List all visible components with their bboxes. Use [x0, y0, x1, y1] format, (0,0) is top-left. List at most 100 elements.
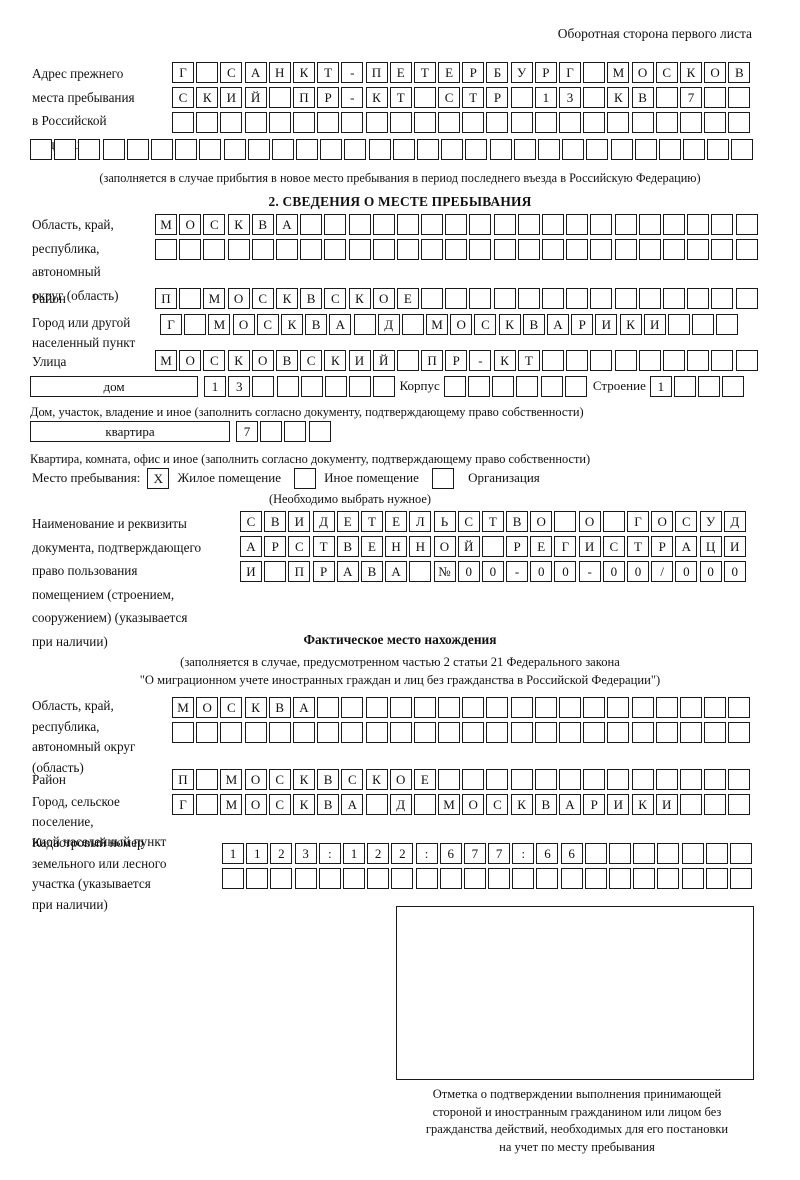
- previous-address-row-2-cell-11[interactable]: [413, 87, 436, 108]
- previous-address-row-4-cell-18[interactable]: [441, 139, 464, 160]
- previous-address-row-3-cell-8[interactable]: [341, 112, 364, 133]
- rayon-row-cell-3[interactable]: М: [203, 288, 226, 309]
- previous-address-row-2-cell-1[interactable]: С: [172, 87, 194, 108]
- previous-address-row-3-cell-10[interactable]: [389, 112, 412, 133]
- previous-address-row-1-cell-10[interactable]: Е: [389, 62, 412, 83]
- rayon-row-cell-12[interactable]: [421, 288, 444, 309]
- actual-oblast-row-1-cell-22[interactable]: [679, 697, 702, 718]
- actual-gorod-row-cell-14[interactable]: С: [486, 794, 509, 815]
- ulica-row-cell-1[interactable]: М: [155, 350, 177, 371]
- actual-gorod-row-cell-6[interactable]: К: [292, 794, 315, 815]
- gorod-row-cell-17[interactable]: А: [547, 314, 569, 335]
- document-row-1-cell-14[interactable]: [554, 511, 577, 532]
- dom-value-boxes-cell-3[interactable]: [252, 376, 275, 397]
- kadastr-row-1-cell-9[interactable]: :: [415, 843, 438, 864]
- document-row-3[interactable]: И П Р А В А № 0 0-0 0-0 0/0 0 0: [240, 561, 748, 582]
- actual-rayon-row-cell-24[interactable]: [728, 769, 751, 790]
- actual-rayon-row-cell-19[interactable]: [607, 769, 630, 790]
- previous-address-row-3-cell-1[interactable]: [172, 112, 194, 133]
- gorod-row-cell-21[interactable]: И: [643, 314, 666, 335]
- ulica-row-cell-22[interactable]: [662, 350, 685, 371]
- kadastr-row-2-cell-2[interactable]: [246, 868, 269, 889]
- previous-address-row-1-cell-4[interactable]: А: [244, 62, 267, 83]
- actual-oblast-row-1-cell-19[interactable]: [607, 697, 630, 718]
- kadastr-row-2-cell-9[interactable]: [415, 868, 438, 889]
- gorod-row-cell-5[interactable]: С: [256, 314, 279, 335]
- actual-rayon-row-cell-23[interactable]: [704, 769, 727, 790]
- actual-oblast-row-1-cell-14[interactable]: [486, 697, 509, 718]
- oblast-row-1-cell-19[interactable]: [590, 214, 613, 235]
- actual-oblast-row-2-cell-14[interactable]: [486, 722, 509, 743]
- ulica-row-cell-18[interactable]: [566, 350, 589, 371]
- oblast-row-1-cell-5[interactable]: В: [251, 214, 274, 235]
- dom-value-boxes-cell-8[interactable]: [373, 376, 396, 397]
- actual-rayon-row-cell-16[interactable]: [534, 769, 557, 790]
- previous-address-row-4-cell-13[interactable]: [320, 139, 343, 160]
- kadastr-row-1-cell-14[interactable]: 6: [536, 843, 559, 864]
- actual-oblast-row-1-cell-3[interactable]: С: [220, 697, 243, 718]
- actual-oblast-row-2-cell-4[interactable]: [244, 722, 267, 743]
- previous-address-row-1-cell-17[interactable]: Г: [559, 62, 581, 83]
- previous-address-row-2-cell-10[interactable]: Т: [389, 87, 412, 108]
- kadastr-row-2[interactable]: [222, 868, 754, 889]
- actual-oblast-row-1-cell-23[interactable]: [704, 697, 727, 718]
- previous-address-row-3-cell-5[interactable]: [268, 112, 291, 133]
- previous-address-row-4-cell-5[interactable]: [126, 139, 149, 160]
- rayon-row-cell-21[interactable]: [638, 288, 661, 309]
- actual-rayon-row-cell-17[interactable]: [559, 769, 581, 790]
- kvartira-value-boxes-cell-4[interactable]: [308, 421, 331, 442]
- rayon-row-cell-22[interactable]: [662, 288, 685, 309]
- document-row-3-cell-2[interactable]: [264, 561, 287, 582]
- previous-address-row-3-cell-15[interactable]: [510, 112, 533, 133]
- stroenie-value-boxes-cell-4[interactable]: [722, 376, 745, 397]
- gorod-row-cell-13[interactable]: О: [450, 314, 473, 335]
- document-row-1-cell-15[interactable]: О: [578, 511, 601, 532]
- oblast-row-2-cell-8[interactable]: [324, 239, 347, 260]
- ulica-row-cell-8[interactable]: К: [324, 350, 347, 371]
- kadastr-row-2-cell-5[interactable]: [318, 868, 341, 889]
- ulica-row-cell-19[interactable]: [590, 350, 613, 371]
- previous-address-row-1-cell-20[interactable]: О: [631, 62, 654, 83]
- previous-address-row-2-cell-17[interactable]: 3: [559, 87, 581, 108]
- oblast-row-2-cell-13[interactable]: [445, 239, 468, 260]
- document-row-1-cell-2[interactable]: В: [264, 511, 287, 532]
- actual-rayon-row-cell-1[interactable]: П: [172, 769, 194, 790]
- previous-address-row-4-cell-7[interactable]: [175, 139, 198, 160]
- rayon-row-cell-1[interactable]: П: [155, 288, 177, 309]
- rayon-row-cell-14[interactable]: [469, 288, 492, 309]
- document-row-3-cell-9[interactable]: №: [433, 561, 456, 582]
- previous-address-row-4-cell-2[interactable]: [54, 139, 77, 160]
- oblast-row-1-cell-8[interactable]: [324, 214, 347, 235]
- rayon-row-cell-11[interactable]: Е: [396, 288, 419, 309]
- previous-address-row-1-cell-21[interactable]: С: [655, 62, 678, 83]
- document-row-1-cell-7[interactable]: Е: [385, 511, 408, 532]
- previous-address-row-4-cell-8[interactable]: [199, 139, 222, 160]
- actual-oblast-row-2-cell-9[interactable]: [365, 722, 388, 743]
- oblast-row-1-cell-4[interactable]: К: [227, 214, 250, 235]
- actual-oblast-row-2[interactable]: [172, 722, 753, 743]
- previous-address-row-2-cell-3[interactable]: И: [220, 87, 243, 108]
- gorod-row-cell-14[interactable]: С: [474, 314, 497, 335]
- kadastr-row-1-cell-15[interactable]: 6: [560, 843, 583, 864]
- previous-address-row-1-cell-2[interactable]: [196, 62, 219, 83]
- previous-address-row-4-cell-23[interactable]: [562, 139, 585, 160]
- previous-address-row-2-cell-5[interactable]: [268, 87, 291, 108]
- previous-address-row-3-cell-17[interactable]: [559, 112, 581, 133]
- actual-oblast-row-2-cell-21[interactable]: [655, 722, 678, 743]
- kvartira-value-boxes[interactable]: 7: [236, 421, 333, 442]
- kadastr-row-1-cell-8[interactable]: 2: [391, 843, 414, 864]
- document-row-2-cell-8[interactable]: Н: [409, 536, 432, 557]
- kvartira-value-boxes-cell-1[interactable]: 7: [236, 421, 258, 442]
- previous-address-row-4-cell-26[interactable]: [634, 139, 657, 160]
- previous-address-row-3-cell-9[interactable]: [365, 112, 388, 133]
- document-row-3-cell-7[interactable]: А: [385, 561, 408, 582]
- previous-address-row-2-cell-14[interactable]: Р: [486, 87, 509, 108]
- document-row-2-cell-15[interactable]: И: [578, 536, 601, 557]
- korpus-value-boxes[interactable]: [443, 376, 589, 397]
- oblast-row-2-cell-15[interactable]: [493, 239, 516, 260]
- kadastr-row-1-cell-3[interactable]: 2: [270, 843, 293, 864]
- oblast-row-2-cell-24[interactable]: [711, 239, 734, 260]
- previous-address-row-1-cell-22[interactable]: К: [679, 62, 702, 83]
- document-row-2-cell-5[interactable]: В: [336, 536, 359, 557]
